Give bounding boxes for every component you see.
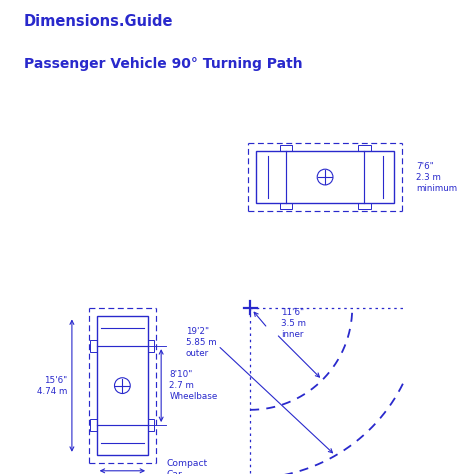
Text: Passenger Vehicle 90° Turning Path: Passenger Vehicle 90° Turning Path	[24, 57, 302, 71]
Bar	[90, 340, 97, 352]
Bar	[97, 317, 148, 455]
Bar	[90, 419, 97, 431]
Text: 11'6"
3.5 m
inner: 11'6" 3.5 m inner	[281, 308, 306, 339]
Bar	[148, 340, 155, 352]
Bar	[148, 419, 155, 431]
Text: 8'10"
2.7 m
Wheelbase: 8'10" 2.7 m Wheelbase	[169, 370, 218, 401]
Bar	[358, 203, 371, 209]
Text: 7'6"
2.3 m
minimum: 7'6" 2.3 m minimum	[416, 162, 457, 192]
Text: Dimensions.Guide: Dimensions.Guide	[24, 14, 173, 29]
Text: Compact
Car: Compact Car	[166, 459, 208, 474]
Bar	[358, 145, 371, 151]
Bar	[280, 145, 292, 151]
Text: 15'6"
4.74 m: 15'6" 4.74 m	[37, 375, 67, 396]
Bar	[256, 151, 394, 203]
Text: 19'2"
5.85 m
outer: 19'2" 5.85 m outer	[186, 327, 217, 358]
Bar	[280, 203, 292, 209]
